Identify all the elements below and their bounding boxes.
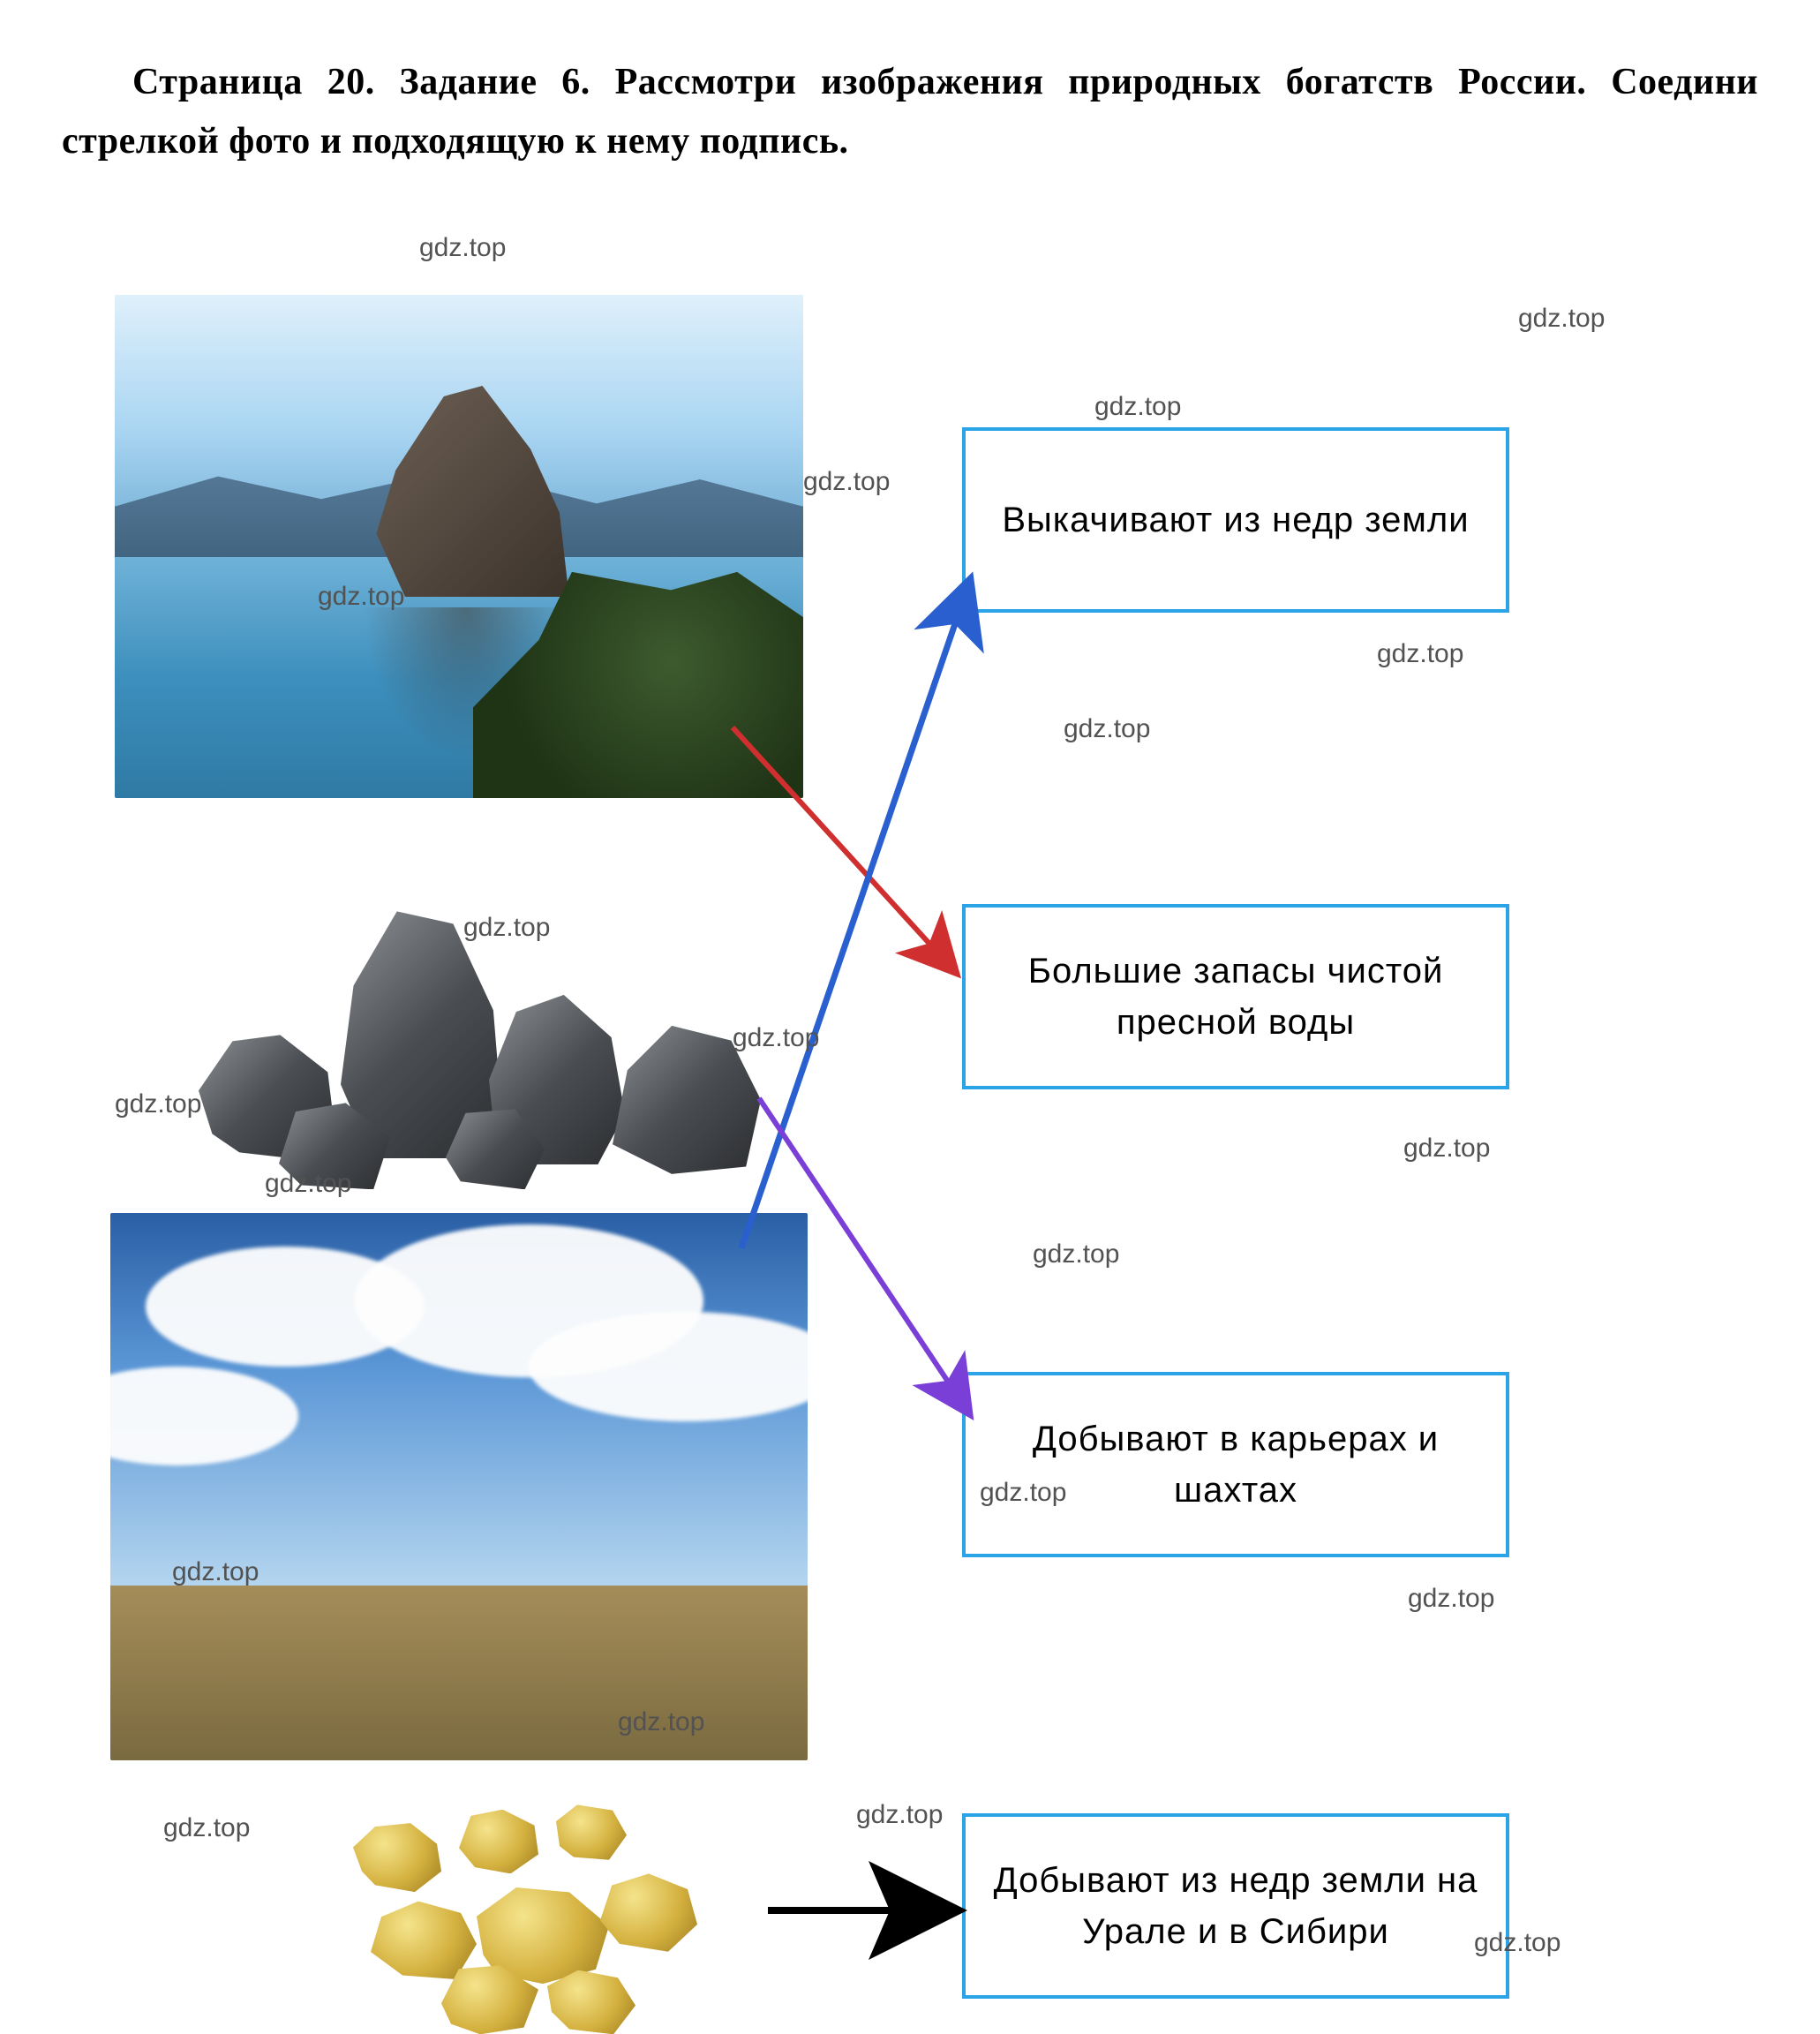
matching-diagram: Выкачивают из недр земли Большие запасы … [62,198,1739,1963]
photo-rocks [168,886,786,1195]
watermark: gdz.top [1094,392,1181,422]
watermark: gdz.top [803,467,890,497]
caption-quarries: Добывают в карьерах и шахтах [962,1372,1509,1557]
watermark: gdz.top [1518,304,1605,334]
caption-text: Добывают в карьерах и шахтах [992,1413,1479,1516]
caption-ural-siberia: Добывают из недр земли на Урале и в Сиби… [962,1813,1509,1999]
caption-text: Большие запасы чистой пресной воды [992,945,1479,1048]
watermark: gdz.top [1377,639,1463,669]
watermark: gdz.top [1403,1134,1490,1164]
photo-oil-rig [110,1213,808,1760]
caption-text: Выкачивают из недр земли [1002,494,1469,546]
caption-text: Добывают из недр земли на Урале и в Сиби… [992,1855,1479,1957]
watermark: gdz.top [163,1813,250,1843]
watermark: gdz.top [1064,714,1150,744]
heading-prefix: Страница 20. Задание 6. [132,62,590,102]
watermark: gdz.top [1408,1584,1494,1614]
task-heading: Страница 20. Задание 6. Рассмотри изобра… [62,53,1758,171]
photo-lake [115,295,803,798]
caption-freshwater: Большие запасы чистой пресной воды [962,904,1509,1089]
watermark: gdz.top [419,233,506,263]
watermark: gdz.top [1033,1239,1119,1269]
watermark: gdz.top [856,1800,943,1830]
caption-pump: Выкачивают из недр земли [962,427,1509,613]
photo-gold [335,1804,777,2034]
